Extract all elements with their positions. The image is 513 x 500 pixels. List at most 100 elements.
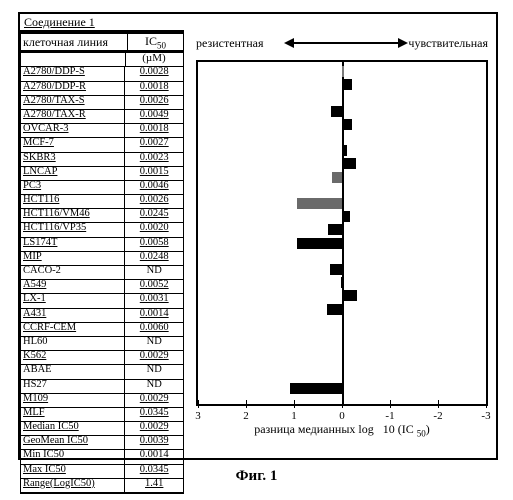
- bar: [342, 158, 356, 169]
- table-row: A2780/TAX-R0.0049: [21, 110, 183, 124]
- table-row: PC30.0046: [21, 181, 183, 195]
- ic50-table: клеточная линия IC50 (µM) A2780/DDP-S0.0…: [20, 30, 184, 494]
- ic50-value: 0.0060: [125, 323, 183, 336]
- cell-line-name: CACO-2: [21, 266, 125, 279]
- ic50-value: 0.0026: [125, 96, 183, 109]
- cell-line-name: HCT116: [21, 195, 125, 208]
- bar: [342, 290, 357, 301]
- unit-row: (µM): [21, 53, 183, 67]
- table-body: A2780/DDP-S0.0028A2780/DDP-R0.0018A2780/…: [21, 67, 183, 493]
- summary-row: GeoMean IC500.0039: [21, 436, 183, 450]
- ic50-value: 0.0028: [125, 67, 183, 80]
- x-tick: [246, 400, 247, 408]
- ic50-value: 0.0027: [125, 138, 183, 151]
- table-row: CCRF-CEM0.0060: [21, 323, 183, 337]
- ic50-value: ND: [125, 266, 183, 279]
- cell-line-name: HCT116/VM46: [21, 209, 125, 222]
- summary-row: Min IC500.0014: [21, 450, 183, 464]
- summary-name: Min IC50: [21, 450, 125, 463]
- summary-value: 0.0039: [125, 436, 183, 449]
- cell-line-name: CCRF-CEM: [21, 323, 125, 336]
- table-row: ABAEND: [21, 365, 183, 379]
- table-row: A2780/DDP-R0.0018: [21, 82, 183, 96]
- x-tick-label: -3: [481, 410, 490, 422]
- cell-line-name: LNCAP: [21, 167, 125, 180]
- ic50-value: 0.0026: [125, 195, 183, 208]
- table-row: LS174T0.0058: [21, 238, 183, 252]
- x-tick: [390, 400, 391, 408]
- cell-line-name: A549: [21, 280, 125, 293]
- bar: [297, 198, 342, 209]
- bar: [331, 106, 342, 117]
- ic50-value: 0.0018: [125, 82, 183, 95]
- table-row: MIP0.0248: [21, 252, 183, 266]
- figure-title: Соединение 1: [24, 15, 95, 30]
- bar: [342, 66, 344, 77]
- summary-name: GeoMean IC50: [21, 436, 125, 449]
- cell-line-name: PC3: [21, 181, 125, 194]
- table-row: M1090.0029: [21, 394, 183, 408]
- cell-line-name: OVCAR-3: [21, 124, 125, 137]
- cell-line-name: A431: [21, 309, 125, 322]
- cell-line-name: HL60: [21, 337, 125, 350]
- bar: [330, 264, 342, 275]
- ic50-value: ND: [125, 365, 183, 378]
- unit-label: (µM): [126, 53, 182, 66]
- table-header: клеточная линия IC50: [21, 31, 183, 53]
- bar: [342, 211, 350, 222]
- table-row: A2780/DDP-S0.0028: [21, 67, 183, 81]
- ic50-value: 0.0345: [125, 408, 183, 421]
- table-row: LNCAP0.0015: [21, 167, 183, 181]
- table-row: MCF-70.0027: [21, 138, 183, 152]
- x-tick: [342, 400, 343, 408]
- cell-line-name: K562: [21, 351, 125, 364]
- barchart: резистентная чувствительная разница меди…: [196, 46, 488, 432]
- ic50-value: 0.0014: [125, 309, 183, 322]
- summary-row: Median IC500.0029: [21, 422, 183, 436]
- summary-value: 0.0029: [125, 422, 183, 435]
- x-tick: [438, 400, 439, 408]
- ic50-value: 0.0029: [125, 351, 183, 364]
- ic50-value: 0.0248: [125, 252, 183, 265]
- cell-line-name: ABAE: [21, 365, 125, 378]
- bar: [341, 277, 343, 288]
- ic50-value: 0.0015: [125, 167, 183, 180]
- figure-caption: Фиг. 1: [0, 468, 513, 485]
- bar: [342, 145, 347, 156]
- bar: [342, 119, 352, 130]
- label-sensitive: чувствительная: [408, 36, 488, 51]
- cell-line-name: LX-1: [21, 294, 125, 307]
- ic50-value: ND: [125, 337, 183, 350]
- ic50-value: 0.0018: [125, 124, 183, 137]
- table-row: A5490.0052: [21, 280, 183, 294]
- ic50-value: 0.0052: [125, 280, 183, 293]
- bar: [342, 185, 344, 196]
- label-resistant: резистентная: [196, 36, 263, 51]
- bar: [342, 92, 344, 103]
- bar: [332, 172, 342, 183]
- table-row: HCT116/VP350.0020: [21, 223, 183, 237]
- table-row: SKBR30.0023: [21, 153, 183, 167]
- ic50-value: 0.0058: [125, 238, 183, 251]
- cell-line-name: A2780/TAX-R: [21, 110, 125, 123]
- table-row: OVCAR-30.0018: [21, 124, 183, 138]
- table-row: CACO-2ND: [21, 266, 183, 280]
- cell-line-name: SKBR3: [21, 153, 125, 166]
- col-header-ic50: IC50: [128, 34, 183, 50]
- cell-line-name: A2780/TAX-S: [21, 96, 125, 109]
- x-tick-label: -1: [385, 410, 394, 422]
- x-tick: [486, 400, 487, 408]
- figure-frame: Соединение 1 клеточная линия IC50 (µM) A…: [18, 12, 498, 460]
- x-tick-label: 0: [339, 410, 345, 422]
- bar: [342, 79, 352, 90]
- col-header-cellline: клеточная линия: [21, 34, 128, 50]
- ic50-value: 0.0029: [125, 394, 183, 407]
- cell-line-name: M109: [21, 394, 125, 407]
- bar: [297, 238, 342, 249]
- bar: [342, 132, 344, 143]
- ic50-value: 0.0049: [125, 110, 183, 123]
- table-row: LX-10.0031: [21, 294, 183, 308]
- cell-line-name: LS174T: [21, 238, 125, 251]
- table-row: HS27ND: [21, 380, 183, 394]
- baseline: [342, 62, 344, 404]
